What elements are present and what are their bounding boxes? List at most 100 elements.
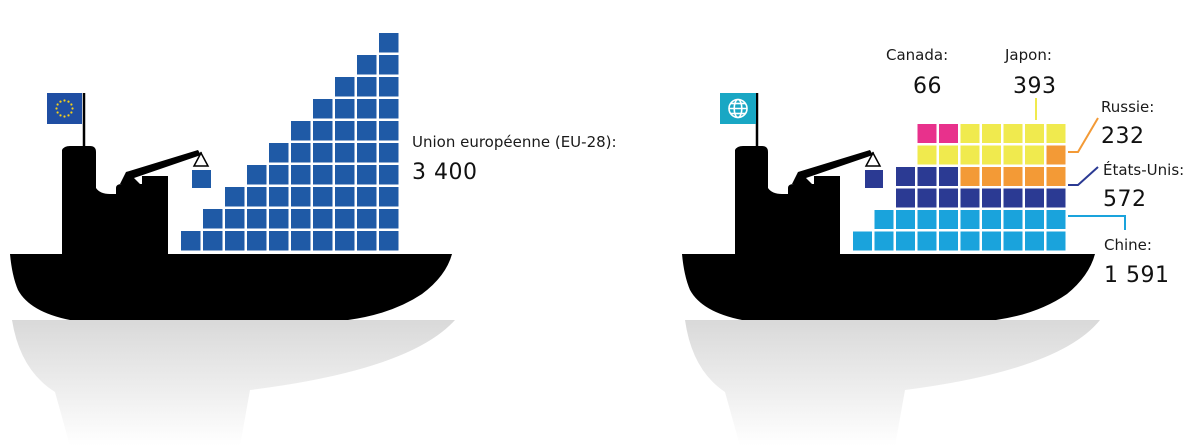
eu-ship-crane <box>120 150 201 184</box>
eu-container <box>312 230 334 252</box>
eu-container <box>290 164 312 186</box>
eu-container <box>334 142 356 164</box>
eu-container <box>312 186 334 208</box>
world-hanging-container <box>865 170 883 188</box>
eu-container <box>224 208 246 230</box>
world-container <box>1002 166 1024 187</box>
eu-container <box>224 230 246 252</box>
eu-container <box>334 98 356 120</box>
eu-container <box>378 142 400 164</box>
world-container <box>938 209 959 230</box>
japon-value: 393 <box>1013 74 1057 99</box>
eu-stars <box>55 99 74 118</box>
eu-container <box>356 208 378 230</box>
world-container <box>1002 144 1024 166</box>
eu-container <box>378 164 400 186</box>
world-container <box>1045 166 1067 187</box>
world-container <box>895 166 916 187</box>
eu-container <box>334 230 356 252</box>
eu-container <box>378 32 400 54</box>
eu-container <box>312 142 334 164</box>
eu-container <box>268 208 290 230</box>
world-container <box>895 187 916 209</box>
world-crane-hook-icon <box>864 151 882 167</box>
eu-container <box>356 230 378 252</box>
eu-crane-hook-icon <box>192 151 210 167</box>
eu-container <box>334 76 356 98</box>
eu-container <box>312 208 334 230</box>
eu-value: 3 400 <box>412 160 477 185</box>
chine-label: Chine: <box>1104 236 1152 254</box>
russie-label: Russie: <box>1101 98 1154 116</box>
russie-value: 232 <box>1101 124 1145 149</box>
eu-container <box>312 164 334 186</box>
world-container <box>981 144 1002 166</box>
eu-container <box>356 76 378 98</box>
world-container <box>1002 230 1024 252</box>
world-container <box>1024 209 1045 230</box>
eu-container <box>246 208 268 230</box>
world-container <box>981 230 1002 252</box>
eu-container <box>290 208 312 230</box>
eu-container <box>356 186 378 208</box>
world-container-stack <box>852 123 1067 252</box>
world-container <box>938 166 959 187</box>
callout-lines <box>1035 98 1126 230</box>
world-container <box>916 187 938 209</box>
eu-container <box>290 186 312 208</box>
world-container <box>981 166 1002 187</box>
world-container <box>959 209 981 230</box>
eu-ship-group: Union européenne (EU-28): 3 400 <box>10 32 617 446</box>
eu-container <box>356 120 378 142</box>
eu-container <box>268 230 290 252</box>
world-ship-hull <box>682 254 1095 320</box>
eu-container <box>246 186 268 208</box>
world-container <box>959 187 981 209</box>
eu-container <box>224 186 246 208</box>
callout-chine <box>1068 215 1126 230</box>
eu-ship-reflection <box>12 320 455 446</box>
eu-container <box>202 208 224 230</box>
world-container <box>938 187 959 209</box>
etats-unis-value: 572 <box>1103 187 1147 212</box>
world-container <box>981 123 1002 144</box>
eu-container <box>268 164 290 186</box>
world-container <box>1024 187 1045 209</box>
callout-russie <box>1068 117 1099 153</box>
world-container <box>1024 123 1045 144</box>
world-container <box>1002 123 1024 144</box>
eu-container <box>202 230 224 252</box>
eu-container <box>290 142 312 164</box>
world-ship-crane <box>792 150 873 184</box>
world-container <box>873 209 895 230</box>
chine-value: 1 591 <box>1104 263 1169 288</box>
eu-container <box>334 208 356 230</box>
eu-container <box>378 230 400 252</box>
world-container <box>1045 144 1067 166</box>
world-container <box>981 187 1002 209</box>
eu-ship-hull <box>10 254 452 320</box>
world-container <box>1045 123 1067 144</box>
eu-container <box>378 54 400 76</box>
world-container <box>1045 230 1067 252</box>
eu-container <box>290 230 312 252</box>
eu-container <box>180 230 202 252</box>
world-container <box>1045 187 1067 209</box>
world-container <box>873 230 895 252</box>
world-container <box>916 230 938 252</box>
eu-container <box>312 98 334 120</box>
world-container <box>938 144 959 166</box>
canada-value: 66 <box>913 74 942 99</box>
eu-container <box>334 164 356 186</box>
world-container <box>916 123 938 144</box>
world-container <box>959 144 981 166</box>
world-container <box>1024 166 1045 187</box>
eu-container <box>246 164 268 186</box>
world-container <box>1024 230 1045 252</box>
eu-container <box>378 186 400 208</box>
world-container <box>938 230 959 252</box>
world-container <box>916 209 938 230</box>
eu-container <box>356 54 378 76</box>
world-ship-group: Canada: 66 Japon: 393 Russie: 232 États-… <box>682 46 1184 446</box>
